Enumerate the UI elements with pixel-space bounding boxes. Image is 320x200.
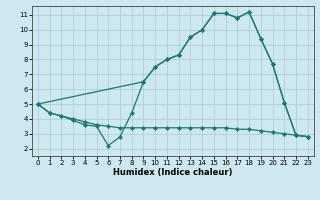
X-axis label: Humidex (Indice chaleur): Humidex (Indice chaleur) [113, 168, 233, 177]
